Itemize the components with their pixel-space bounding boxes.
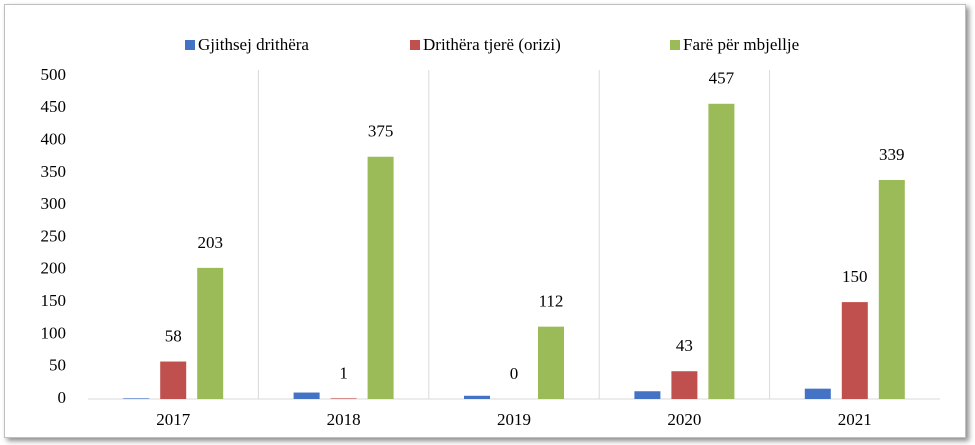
- data-label: 150: [842, 267, 868, 286]
- x-tick-label: 2020: [667, 410, 701, 429]
- data-label: 203: [197, 233, 223, 252]
- bar: [841, 302, 868, 399]
- bar: [538, 326, 564, 399]
- bar: [123, 398, 150, 399]
- bar: [708, 103, 735, 399]
- bar: [804, 388, 831, 399]
- bar: [878, 180, 905, 399]
- x-tick-label: 2019: [497, 410, 531, 429]
- data-label: 457: [709, 69, 735, 88]
- data-label: 112: [539, 292, 564, 311]
- y-tick-label: 500: [41, 65, 67, 84]
- legend-label: Gjithsej drithëra: [198, 35, 309, 54]
- y-tick-label: 250: [41, 226, 67, 245]
- legend-swatch: [410, 40, 420, 50]
- data-label: 43: [676, 336, 693, 355]
- y-tick-label: 100: [41, 323, 67, 342]
- data-label: 1: [339, 363, 348, 382]
- x-tick-label: 2018: [327, 410, 361, 429]
- y-tick-label: 200: [41, 259, 67, 278]
- bar: [197, 267, 224, 399]
- x-tick-label: 2017: [156, 410, 191, 429]
- y-tick-label: 350: [41, 162, 67, 181]
- data-label: 375: [368, 122, 394, 141]
- bar: [367, 156, 394, 399]
- legend-swatch: [670, 40, 680, 50]
- y-tick-label: 150: [41, 291, 67, 310]
- bar: [160, 361, 187, 399]
- y-tick-label: 400: [41, 130, 67, 149]
- bar: [293, 392, 320, 399]
- data-label: 0: [510, 364, 519, 383]
- bar: [330, 398, 357, 399]
- y-tick-label: 300: [41, 194, 67, 213]
- y-tick-label: 50: [49, 356, 66, 375]
- legend-label: Farë për mbjellje: [683, 35, 799, 54]
- bar: [634, 391, 661, 399]
- y-tick-label: 450: [41, 97, 67, 116]
- bar: [671, 371, 698, 399]
- bar: [464, 395, 490, 399]
- data-label: 339: [879, 145, 905, 164]
- data-label: 58: [165, 326, 182, 345]
- x-tick-label: 2021: [838, 410, 872, 429]
- y-tick-label: 0: [58, 388, 67, 407]
- legend-swatch: [185, 40, 195, 50]
- legend-label: Drithëra tjerë (orizi): [423, 35, 561, 54]
